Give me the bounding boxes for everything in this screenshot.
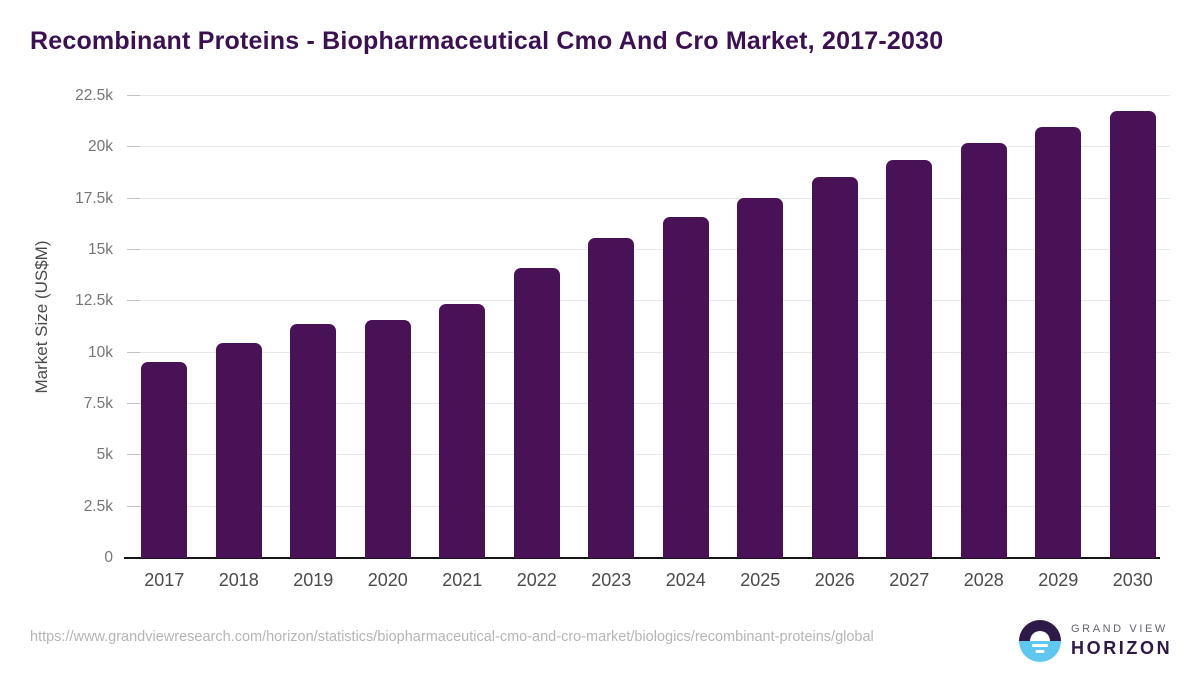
- y-tick-label: 22.5k: [75, 87, 113, 104]
- y-axis-tick: [127, 146, 140, 148]
- y-axis-tick: [127, 197, 140, 199]
- chart-title: Recombinant Proteins - Biopharmaceutical…: [30, 27, 944, 55]
- y-axis-tick: [127, 300, 140, 302]
- bar-2017[interactable]: [141, 362, 188, 558]
- y-tick-label: 2.5k: [83, 497, 113, 515]
- x-tick-label-2029: 2029: [1038, 570, 1079, 590]
- x-tick-label-2027: 2027: [889, 570, 930, 590]
- x-tick-label-2017: 2017: [144, 570, 185, 590]
- y-tick-label: 17.5k: [75, 189, 113, 207]
- bar-2026[interactable]: [811, 177, 858, 558]
- gridline: [127, 249, 1170, 250]
- gridline: [127, 351, 1170, 353]
- x-tick-label-2022: 2022: [516, 570, 557, 590]
- horizon-sun-icon: [1019, 620, 1061, 662]
- y-axis-tick: [127, 454, 140, 456]
- x-tick-label-2019: 2019: [293, 570, 334, 590]
- x-tick-label-2020: 2020: [367, 570, 408, 590]
- x-tick-label-2021: 2021: [442, 570, 483, 590]
- y-tick-label: 7.5k: [83, 395, 113, 412]
- y-tick-label: 12.5k: [75, 292, 113, 310]
- y-axis-tick-labels: 0 2.5k 5k 7.5k 10k 12.5k 15k 17.5k 20k 22.5k: [0, 87, 113, 566]
- bar-2019[interactable]: [290, 324, 337, 558]
- gridline: [127, 197, 1170, 199]
- y-tick-label: 5k: [96, 446, 113, 464]
- gridline: [127, 146, 1170, 148]
- x-tick-label-2028: 2028: [963, 570, 1004, 590]
- x-tick-label-2018: 2018: [218, 570, 259, 590]
- plot-area: [124, 95, 1170, 559]
- y-tick-label: 10k: [88, 343, 113, 361]
- logo-grand-view: GRAND VIEW: [1071, 623, 1168, 635]
- y-tick-label: 15k: [88, 241, 113, 258]
- bar-2029[interactable]: [1035, 126, 1082, 558]
- gridline: [127, 300, 1170, 302]
- logo-horizon: HORIZON: [1071, 638, 1173, 658]
- grand-view-horizon-logo: GRAND VIEW HORIZON: [1019, 620, 1172, 662]
- x-tick-label-2026: 2026: [814, 570, 855, 590]
- bar-2024[interactable]: [662, 216, 709, 558]
- bar-2022[interactable]: [513, 268, 560, 558]
- x-tick-label-2024: 2024: [665, 570, 706, 590]
- y-axis-tick: [127, 403, 140, 404]
- gridline: [127, 505, 1170, 507]
- x-axis-tick-labels: 2017 2018 2019 2020 2021 2022 2023 2024 2025 2026…: [127, 570, 1170, 591]
- bar-2030[interactable]: [1109, 111, 1156, 558]
- y-axis-tick: [127, 95, 140, 96]
- x-tick-label-2023: 2023: [591, 570, 632, 590]
- y-tick-label: 0: [104, 549, 113, 566]
- gridline: [127, 95, 1170, 96]
- bar-2023[interactable]: [588, 238, 635, 558]
- y-axis-tick: [127, 351, 140, 353]
- gridline: [127, 403, 1170, 404]
- y-tick-label: 20k: [88, 138, 113, 156]
- gridline: [127, 454, 1170, 456]
- bar-2027[interactable]: [886, 159, 933, 558]
- bar-2020[interactable]: [364, 319, 411, 558]
- logo-wordmark: GRAND VIEW HORIZON: [1071, 623, 1172, 659]
- bar-2028[interactable]: [960, 142, 1007, 558]
- bar-2025[interactable]: [737, 198, 784, 558]
- source-url[interactable]: https://www.grandviewresearch.com/horizo…: [30, 629, 874, 645]
- x-tick-label-2025: 2025: [740, 570, 781, 590]
- bar-2018[interactable]: [215, 343, 262, 558]
- y-axis-tick: [127, 505, 140, 507]
- y-axis-tick: [127, 249, 140, 250]
- x-tick-label-2030: 2030: [1112, 570, 1153, 590]
- x-axis-line: [124, 557, 1160, 559]
- bar-2021[interactable]: [439, 303, 486, 558]
